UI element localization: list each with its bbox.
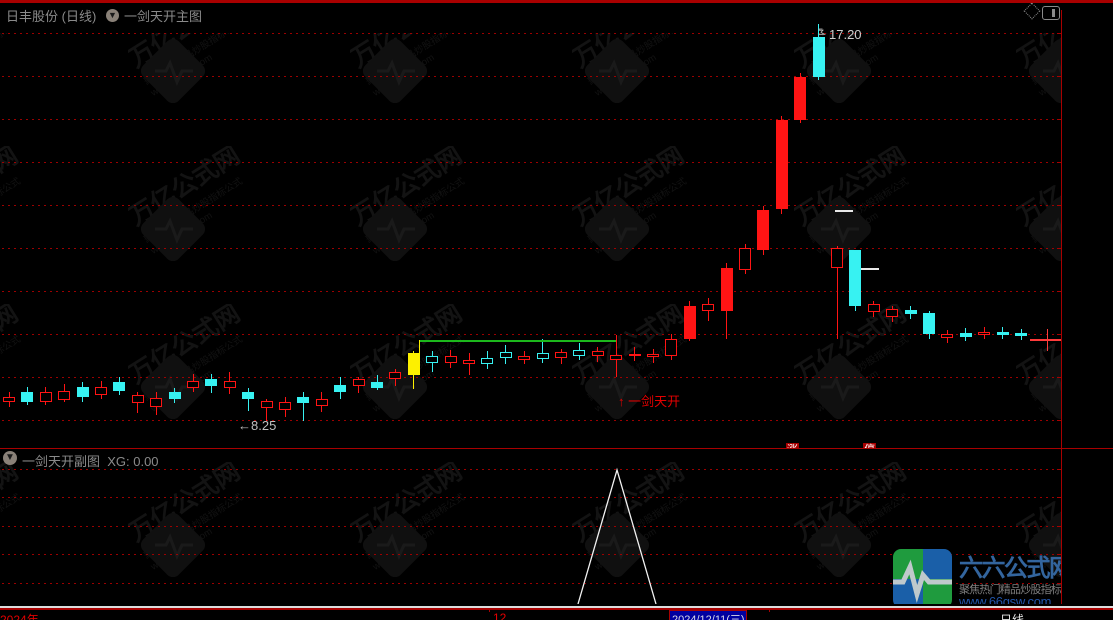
svg-text:www.66gsw.com: www.66gsw.com <box>958 594 1051 604</box>
svg-text:六六公式网: 六六公式网 <box>959 555 1061 582</box>
